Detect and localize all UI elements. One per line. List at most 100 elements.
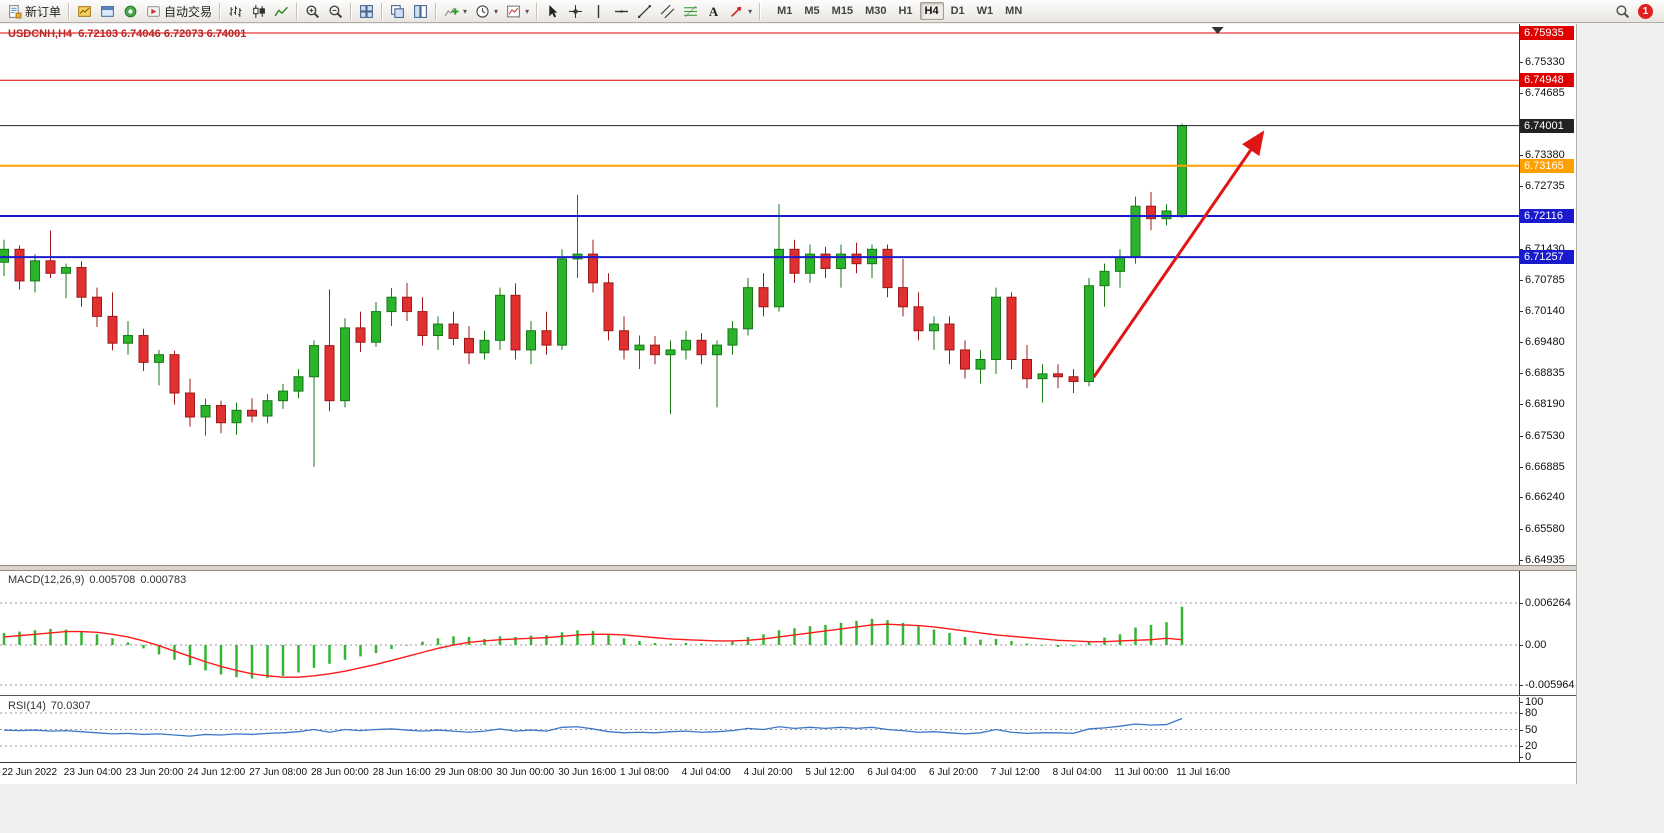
chart-window: USDCNH,H4 6.72103 6.74046 6.72073 6.74001… [0,24,1577,784]
auto-trading-button[interactable]: 自动交易 [142,1,216,22]
equidistant-channel-button[interactable] [656,1,679,22]
rsi-tick: 100 [1519,696,1544,708]
rsi-name: RSI(14) [8,700,46,712]
dropdown-caret-icon: ▾ [525,6,530,16]
timeframe-m15[interactable]: M15 [831,5,854,17]
price-tick: 6.70140 [1520,304,1565,317]
toolbar-separator [68,2,71,20]
candles-chart-icon [251,4,266,19]
dropdown-caret-icon: ▾ [748,6,753,16]
fibonacci-button[interactable] [679,1,702,22]
new-order-button[interactable]: 新订单 [3,1,65,22]
timeframe-d1[interactable]: D1 [950,5,965,17]
text-label-button[interactable]: A [702,1,725,22]
price-tick: 6.68835 [1520,367,1565,380]
timeframe-bar: M1 M5 M15 M30 H1 H4 D1 W1 MN [772,2,1027,20]
rsi-value: 70.0307 [50,700,91,712]
trend-arrow[interactable] [1092,130,1265,379]
crosshair-icon [568,4,583,19]
price-tick: 6.66885 [1520,460,1565,473]
panel-splitter[interactable] [0,565,1576,571]
panel-divider[interactable] [0,695,1576,697]
text-icon: A [706,4,721,19]
time-axis[interactable]: 22 Jun 2022 23 Jun 04:00 23 Jun 20:00 24 Ju… [0,762,1576,784]
price-tick: 6.69480 [1520,336,1565,349]
time-label: 28 Jun 16:00 [372,767,431,778]
indicators-button[interactable]: ▾ [440,1,471,22]
timeframe-h4[interactable]: H4 [919,2,944,20]
time-label: 11 Jul 00:00 [1114,767,1169,778]
notification-badge[interactable]: 1 [1638,3,1653,19]
time-label: 6 Jul 20:00 [929,767,978,778]
timeframe-m30[interactable]: M30 [865,5,887,17]
channel-icon [660,4,675,19]
price-axis[interactable]: 6.75330 6.74685 6.73380 6.72735 6.71430 6.707… [1519,24,1576,763]
price-tick: 6.65580 [1520,523,1565,536]
profiles-button[interactable] [96,1,119,22]
bar-chart-mode-button[interactable] [224,1,247,22]
cursor-icon [545,4,560,19]
horizontal-line-button[interactable] [610,1,633,22]
price-tick: 6.64935 [1520,554,1565,566]
tile-vertical-button[interactable] [409,1,432,22]
price-chart-canvas[interactable] [0,24,1519,565]
macd-tick: 0.00 [1519,639,1547,651]
macd-main-value: 0.005708 [89,574,136,586]
toolbar-separator [296,2,299,20]
macd-panel[interactable] [0,571,1519,695]
line-chart-icon [274,4,289,19]
timeframe-h1[interactable]: H1 [898,5,913,17]
time-label: 4 Jul 04:00 [681,767,731,778]
rsi-label: RSI(14) 70.0307 [8,700,96,712]
arrows-button[interactable]: ▾ [725,1,756,22]
chart-shift-marker[interactable] [1211,27,1224,34]
shapes-icon [729,4,744,19]
macd-signal-line [3,623,1183,678]
time-label: 22 Jun 2022 [2,767,58,778]
new-order-icon [7,4,22,19]
new-order-label: 新订单 [25,4,62,19]
price-tick: 6.70785 [1520,273,1565,286]
arrange-h-icon [390,4,405,19]
tile-windows-button[interactable] [355,1,378,22]
crosshair-button[interactable] [564,1,587,22]
green-circle-icon [123,4,138,19]
zoom-out-button[interactable] [324,1,347,22]
auto-trading-label: 自动交易 [164,4,213,19]
cursor-button[interactable] [541,1,564,22]
timeframe-m5[interactable]: M5 [804,5,820,17]
price-tick: 6.68190 [1520,398,1565,411]
search-button[interactable] [1611,1,1634,22]
clock-icon [475,4,490,19]
time-label: 28 Jun 00:00 [311,767,369,778]
templates-button[interactable]: ▾ [502,1,533,22]
candles [0,123,1187,467]
search-icon [1615,4,1630,19]
timeframe-m1[interactable]: M1 [777,5,793,17]
time-label: 29 Jun 08:00 [434,767,493,778]
candlestick-mode-button[interactable] [247,1,270,22]
timeframe-mn[interactable]: MN [1005,5,1023,17]
rsi-tick: 50 [1519,723,1538,736]
vertical-line-button[interactable] [587,1,610,22]
price-level-box: 6.71257 [1520,250,1574,265]
timeframe-w1[interactable]: W1 [976,5,994,17]
trendline-button[interactable] [633,1,656,22]
periods-button[interactable]: ▾ [471,1,502,22]
refresh-button[interactable] [119,1,142,22]
symbol-period: USDCNH,H4 [8,28,73,40]
price-level-box: 6.74948 [1520,73,1574,88]
svg-text:A: A [709,4,719,18]
zoom-out-icon [328,4,343,19]
charts-button[interactable] [73,1,96,22]
cascade-windows-button[interactable] [386,1,409,22]
zoom-in-button[interactable] [301,1,324,22]
line-chart-mode-button[interactable] [270,1,293,22]
ohlc-values: 6.72103 6.74046 6.72073 6.74001 [78,28,247,40]
rsi-panel[interactable] [0,697,1519,762]
price-tick: 6.72735 [1520,180,1565,193]
tile-windows-icon [359,4,374,19]
main-toolbar: 新订单 自动交易 ▾ ▾ ▾ A ▾ M1 M5 M15 M30 H1 H4 D1 W1 MN 1 [0,0,1664,23]
toolbar-separator [759,2,762,20]
